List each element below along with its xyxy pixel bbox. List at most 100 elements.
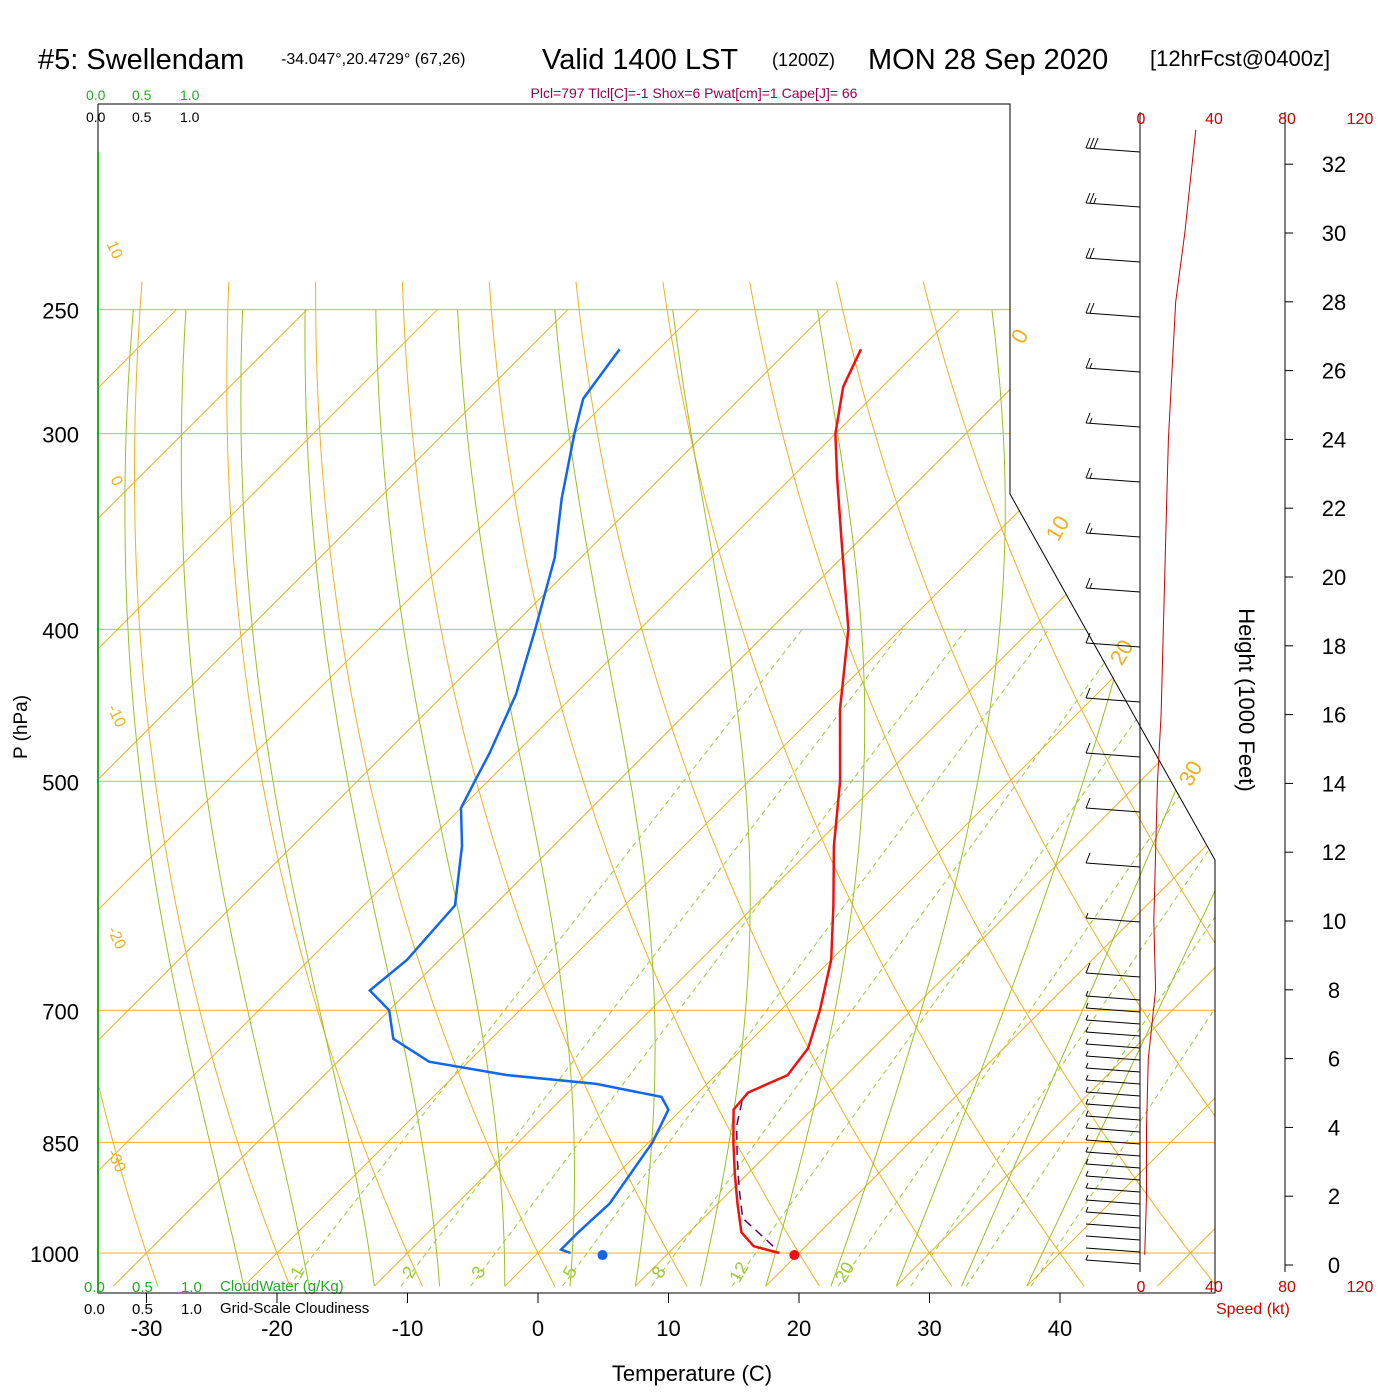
- pressure-tick-label: 850: [42, 1131, 79, 1156]
- dry-adiabat-line: [662, 281, 1085, 1287]
- wind-barb-feather: [1085, 137, 1091, 149]
- wind-barb-staff: [1085, 752, 1141, 758]
- height-tick-label: 24: [1322, 427, 1346, 452]
- cloudiness-tick-bottom: 0.5: [132, 1301, 153, 1318]
- wind-barb-feather: [1085, 742, 1091, 754]
- wind-barb-staff: [1085, 1139, 1141, 1145]
- moist-adiabat-line: [180, 309, 310, 1287]
- isotherm-line: [765, 309, 1215, 1287]
- wind-barb-half-feather: [1085, 1122, 1089, 1129]
- moist-adiabat-line: [1026, 309, 1215, 1287]
- wind-barb-feather: [1085, 247, 1091, 259]
- wind-barb-half-feather: [1085, 1158, 1089, 1165]
- speed-tick-label-bottom: 40: [1205, 1279, 1223, 1296]
- stability-indices: Plcl=797 Tlcl[C]=-1 Shox=6 Pwat[cm]=1 Ca…: [531, 85, 858, 101]
- isotherm-line: [504, 309, 1215, 1287]
- mixing-ratio-line: [288, 629, 803, 1287]
- wind-barb-half-feather: [1089, 417, 1093, 424]
- dewpoint-line: [367, 348, 670, 1255]
- height-tick-label: 14: [1322, 771, 1346, 796]
- y-axis-title: P (hPa): [11, 695, 32, 759]
- wind-barb-half-feather: [1085, 1026, 1089, 1033]
- wind-barb-half-feather: [1085, 1038, 1089, 1045]
- wind-barb-half-feather: [1085, 1194, 1089, 1201]
- speed-tick-label-top: 0: [1137, 111, 1146, 128]
- mixing-ratio-line: [562, 629, 1050, 1287]
- speed-tick-label-top: 80: [1278, 111, 1296, 128]
- wind-barb-half-feather: [1093, 197, 1097, 204]
- wind-barb-feather: [1085, 687, 1091, 699]
- wind-barb-staff: [1085, 1175, 1141, 1181]
- wind-barb-feather: [1085, 522, 1091, 534]
- cloudwater-tick-top: 1.0: [180, 87, 200, 103]
- wind-barb-staff: [1085, 1151, 1141, 1157]
- wind-barb-staff: [1085, 1031, 1141, 1037]
- wind-barb-staff: [1085, 642, 1141, 648]
- wind-barb-feather: [1089, 192, 1095, 204]
- dry-adiabat-line: [575, 281, 953, 1287]
- cloudiness-tick-top: 0.0: [86, 109, 106, 125]
- wind-speed-panel: 0246810121416182022242628303200404080801…: [1137, 111, 1374, 1296]
- wind-barb-staff: [1085, 1055, 1141, 1061]
- wind-barb-staff: [1085, 1067, 1141, 1073]
- moist-adiabat-line: [765, 309, 866, 1287]
- speed-tick-label-top: 40: [1205, 111, 1223, 128]
- wind-barb-staff: [1085, 147, 1141, 153]
- moist-adiabat-line: [830, 309, 1006, 1287]
- wind-barb-staff: [1085, 1223, 1141, 1229]
- wind-barb-staff: [1085, 995, 1141, 1001]
- wind-barb-half-feather: [1085, 1254, 1089, 1261]
- dry-adiabat-line: [315, 281, 556, 1287]
- wind-barb-feather: [1085, 192, 1091, 204]
- wind-barb-feather: [1085, 302, 1091, 314]
- wind-barb-half-feather: [1085, 1134, 1089, 1141]
- cloudwater-scale-bottom: 0.0 0.5 1.0 CloudWater (g/Kg): [84, 1278, 344, 1296]
- valid-zulu: (1200Z): [772, 50, 835, 70]
- height-tick-label: 8: [1328, 978, 1340, 1003]
- isotherm-line: [98, 309, 960, 1287]
- isotherm-line: [243, 309, 1215, 1287]
- isotherm-line: [98, 309, 699, 1287]
- wind-barb-staff: [1085, 1235, 1141, 1241]
- pressure-tick-label: 1000: [30, 1242, 79, 1267]
- wind-barb-staff: [1085, 1259, 1141, 1265]
- cloudwater-scale-top: 0.0 0.5 1.0: [86, 87, 200, 103]
- x-tick-label: -30: [131, 1316, 163, 1341]
- height-tick-label: 26: [1322, 359, 1346, 384]
- height-tick-label: 6: [1328, 1047, 1340, 1072]
- moist-adiabat-line: [375, 309, 506, 1287]
- cloudiness-scale-bottom: 0.0 0.5 1.0 Grid-Scale Cloudiness: [84, 1300, 369, 1318]
- parcel-line: [735, 1100, 774, 1247]
- dry-adiabat-line: [98, 281, 159, 1287]
- isotherm-line: [98, 309, 438, 1287]
- isotherm-label: 0: [106, 473, 125, 488]
- isotherm-line: [1026, 309, 1215, 1287]
- wind-barb-staff: [1085, 972, 1141, 978]
- x-tick-label: -10: [392, 1316, 424, 1341]
- wind-barb-staff: [1085, 1007, 1141, 1013]
- mixing-ratio-line: [910, 629, 1215, 1287]
- isotherm-label: -20: [103, 924, 128, 952]
- cloudwater-tick-top: 0.0: [86, 87, 106, 103]
- isotherm-label: -10: [103, 702, 128, 730]
- wind-barb-staff: [1085, 1019, 1141, 1025]
- valid-time: Valid 1400 LST: [542, 44, 738, 76]
- wind-barb-half-feather: [1085, 1170, 1089, 1177]
- isotherm-label: 30: [1174, 756, 1208, 790]
- dry-adiabat-line: [836, 281, 1215, 1287]
- wind-barb-staff: [1085, 1091, 1141, 1097]
- wind-barb-staff: [1085, 807, 1141, 813]
- dry-adiabat-line: [133, 281, 291, 1287]
- wind-barb-staff: [1085, 202, 1141, 208]
- height-tick-label: 16: [1322, 703, 1346, 728]
- wind-barb-feather: [1085, 357, 1091, 369]
- cloudwater-tick-bottom: 1.0: [181, 1279, 202, 1296]
- moist-adiabat-line: [672, 309, 751, 1287]
- wind-barb-feather: [1085, 577, 1091, 589]
- wind-barb-half-feather: [1085, 1146, 1089, 1153]
- moist-adiabat-line: [457, 309, 575, 1287]
- height-tick-label: 0: [1328, 1253, 1340, 1278]
- wind-barb-staff: [1085, 1043, 1141, 1049]
- mixing-ratio-line: [400, 629, 904, 1287]
- moist-adiabat-line: [304, 309, 440, 1287]
